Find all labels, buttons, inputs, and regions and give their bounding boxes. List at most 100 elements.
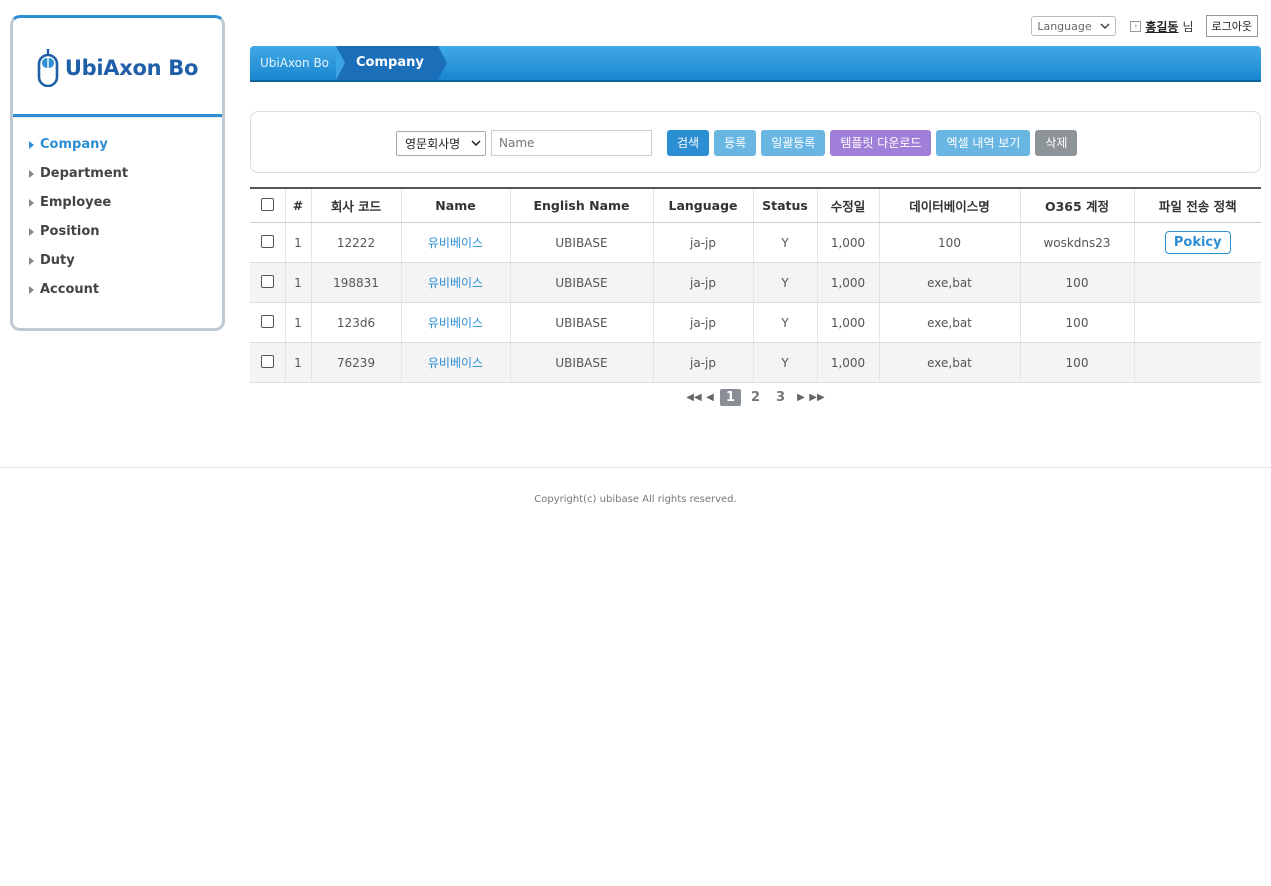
column-header[interactable]: 데이터베이스명 — [879, 187, 1021, 223]
row-checkbox[interactable] — [260, 314, 274, 328]
language: ja-jp — [653, 262, 754, 303]
policy-button[interactable]: Pokicy — [1164, 231, 1231, 254]
column-header[interactable]: 수정일 — [817, 187, 880, 223]
company-table: # 회사 코드 Name English Name Language Statu… — [250, 187, 1261, 383]
column-header[interactable]: Name — [401, 187, 511, 223]
policy-cell — [1134, 302, 1261, 343]
sidebar-item-position[interactable]: Position — [29, 217, 222, 246]
language: ja-jp — [653, 342, 754, 383]
next-page-icon[interactable]: ▶ — [797, 392, 805, 403]
language: ja-jp — [653, 302, 754, 343]
database-name: exe,bat — [879, 302, 1021, 343]
language-select[interactable]: Language — [1031, 16, 1117, 36]
search-input[interactable]: Name — [491, 130, 652, 156]
modified-date: 1,000 — [817, 342, 880, 383]
column-header[interactable]: English Name — [510, 187, 654, 223]
page-1[interactable]: 1 — [718, 389, 743, 406]
mouse-icon — [37, 49, 59, 87]
company-name-link[interactable]: 유비베이스 — [401, 342, 511, 383]
search-button[interactable]: 검색 — [667, 130, 710, 156]
row-checkbox[interactable] — [260, 354, 274, 368]
column-header[interactable]: O365 계정 — [1020, 187, 1135, 223]
english-name: UBIBASE — [510, 342, 654, 383]
prev-page-icon[interactable]: ◀ — [706, 392, 714, 403]
table-row[interactable]: 1 12222 유비베이스 UBIBASE ja-jp Y 1,000 100 … — [250, 222, 1261, 263]
copyright: Copyright(c) ubibase All rights reserved… — [534, 494, 737, 505]
sidebar-item-department[interactable]: Department — [29, 159, 222, 188]
page-3[interactable]: 3 — [775, 390, 786, 405]
breadcrumb-root[interactable]: UbiAxon Bo — [260, 56, 330, 70]
row-checkbox[interactable] — [260, 274, 274, 288]
top-bar: Language › 홍길동 님 로그아웃 — [1031, 15, 1258, 37]
search-panel: 영문회사명 Name 검색 등록 일괄등록 템플릿 다운로드 엑셀 내역 보기 … — [250, 111, 1261, 173]
company-name-link[interactable]: 유비베이스 — [401, 302, 511, 343]
column-header[interactable]: Status — [753, 187, 818, 223]
template-download-button[interactable]: 템플릿 다운로드 — [830, 130, 932, 156]
language: ja-jp — [653, 222, 754, 263]
caret-right-icon — [29, 285, 34, 294]
table-header-row: # 회사 코드 Name English Name Language Statu… — [250, 187, 1261, 223]
modified-date: 1,000 — [817, 262, 880, 303]
database-name: exe,bat — [879, 342, 1021, 383]
search-field-select-value: 영문회사명 — [405, 136, 461, 151]
sidebar-item-duty[interactable]: Duty — [29, 246, 222, 275]
status: Y — [753, 342, 818, 383]
select-all-checkbox[interactable] — [260, 197, 274, 211]
column-header[interactable]: # — [285, 187, 312, 223]
logo-area: UbiAxon Bo — [13, 18, 222, 117]
company-code: 123d6 — [311, 302, 402, 343]
row-select-cell — [250, 302, 286, 343]
logo[interactable]: UbiAxon Bo — [37, 49, 198, 87]
column-header[interactable]: 회사 코드 — [311, 187, 402, 223]
sidebar-item-label: Position — [40, 224, 100, 239]
company-name-link[interactable]: 유비베이스 — [401, 222, 511, 263]
search-field-select[interactable]: 영문회사명 — [396, 130, 486, 156]
table-row[interactable]: 1 76239 유비베이스 UBIBASE ja-jp Y 1,000 exe,… — [250, 342, 1261, 383]
english-name: UBIBASE — [510, 302, 654, 343]
status: Y — [753, 262, 818, 303]
search-row: 영문회사명 Name 검색 등록 일괄등록 템플릿 다운로드 엑셀 내역 보기 … — [396, 130, 1078, 156]
sidebar-nav: Company Department Employee Position Dut… — [13, 117, 222, 304]
row-select-cell — [250, 342, 286, 383]
chevron-down-icon — [1100, 23, 1110, 29]
row-number: 1 — [285, 222, 312, 263]
breadcrumb-current-wrap: Company — [336, 46, 447, 80]
column-header[interactable]: Language — [653, 187, 754, 223]
o365-account: 100 — [1020, 262, 1135, 303]
language-select-value: Language — [1037, 19, 1092, 33]
row-checkbox[interactable] — [260, 234, 274, 248]
company-code: 198831 — [311, 262, 402, 303]
page-2[interactable]: 2 — [750, 390, 761, 405]
first-page-icon[interactable]: ◀◀ — [686, 392, 702, 403]
row-number: 1 — [285, 262, 312, 303]
footer-divider — [0, 467, 1271, 468]
o365-account: 100 — [1020, 302, 1135, 343]
row-select-cell — [250, 262, 286, 303]
caret-right-icon — [29, 198, 34, 207]
breadcrumb: UbiAxon Bo Company — [250, 46, 1261, 80]
user-name-link[interactable]: 홍길동 — [1145, 19, 1179, 34]
company-name-link[interactable]: 유비베이스 — [401, 262, 511, 303]
excel-view-button[interactable]: 엑셀 내역 보기 — [936, 130, 1031, 156]
table-row[interactable]: 1 123d6 유비베이스 UBIBASE ja-jp Y 1,000 exe,… — [250, 302, 1261, 343]
sidebar-item-account[interactable]: Account — [29, 275, 222, 304]
breadcrumb-current: Company — [336, 46, 447, 80]
sidebar-item-label: Company — [40, 137, 108, 152]
table-row[interactable]: 1 198831 유비베이스 UBIBASE ja-jp Y 1,000 exe… — [250, 262, 1261, 303]
modified-date: 1,000 — [817, 302, 880, 343]
last-page-icon[interactable]: ▶▶ — [809, 392, 825, 403]
register-button[interactable]: 등록 — [714, 130, 757, 156]
delete-button[interactable]: 삭제 — [1035, 130, 1078, 156]
column-header[interactable]: 파일 전송 정책 — [1134, 187, 1261, 223]
status: Y — [753, 222, 818, 263]
logo-text: UbiAxon Bo — [64, 56, 199, 80]
select-all-header — [250, 187, 286, 223]
policy-cell — [1134, 262, 1261, 303]
sidebar-item-company[interactable]: Company — [29, 130, 222, 159]
sidebar-item-employee[interactable]: Employee — [29, 188, 222, 217]
caret-right-icon — [29, 256, 34, 265]
row-select-cell — [250, 222, 286, 263]
logout-button[interactable]: 로그아웃 — [1205, 15, 1258, 37]
bulk-register-button[interactable]: 일괄등록 — [761, 130, 826, 156]
row-number: 1 — [285, 342, 312, 383]
